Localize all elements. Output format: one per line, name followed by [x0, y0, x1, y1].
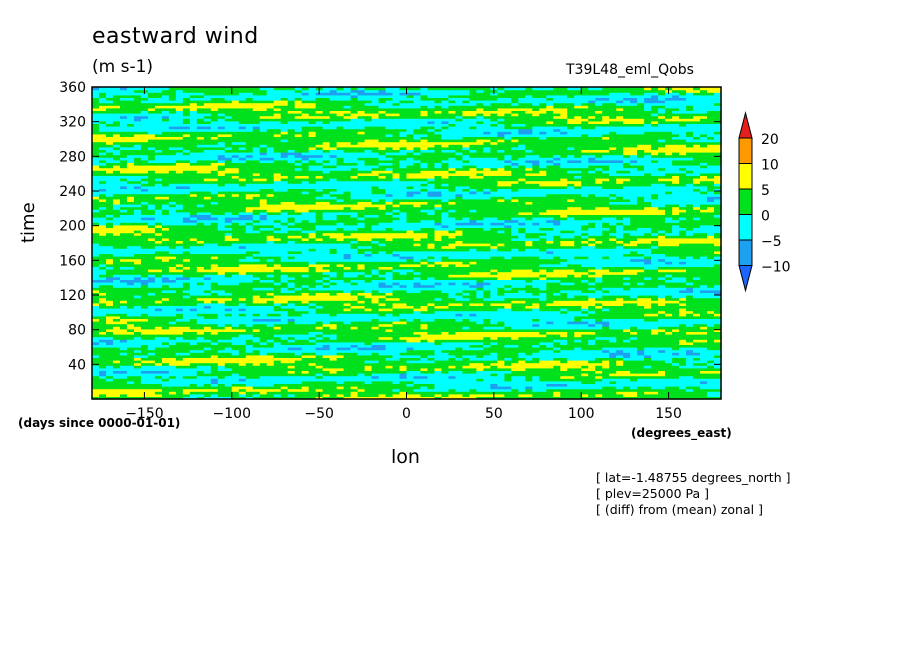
x-tick-label: 100 [568, 406, 595, 422]
colorbar-extend-min [738, 265, 753, 293]
colorbar-label: 20 [761, 132, 779, 148]
note-difference: [ (diff) from (mean) zonal ] [596, 502, 763, 517]
chart-title: eastward wind [92, 24, 259, 49]
x-tick-label: 0 [402, 406, 411, 422]
colorbar-segment [738, 163, 753, 190]
y-tick-label: 280 [59, 149, 86, 165]
colorbar-segment [738, 214, 753, 241]
x-tick-label: −150 [125, 406, 163, 422]
colorbar-segment [738, 188, 753, 215]
colorbar-segment [738, 239, 753, 266]
x-axis-units: (degrees_east) [631, 426, 732, 440]
y-tick-label: 200 [59, 219, 86, 235]
colorbar-label: 10 [761, 158, 779, 174]
x-tick-label: −50 [304, 406, 334, 422]
y-tick-label: 320 [59, 115, 86, 131]
y-axis-units: (days since 0000-01-01) [18, 416, 181, 430]
colorbar-label: 5 [761, 183, 770, 199]
colorbar-extend-max [738, 111, 753, 139]
heatmap-field [92, 87, 722, 400]
colorbar-label: −10 [761, 260, 791, 276]
y-tick-label: 160 [59, 253, 86, 269]
chart-subtitle: (m s-1) [92, 57, 154, 77]
y-tick-label: 40 [68, 357, 86, 373]
colorbar-segment [738, 137, 753, 164]
x-tick-label: 150 [655, 406, 682, 422]
run-label: T39L48_eml_Qobs [566, 62, 694, 78]
note-latitude: [ lat=-1.48755 degrees_north ] [596, 470, 791, 485]
x-tick-label: 50 [485, 406, 503, 422]
y-tick-label: 240 [59, 184, 86, 200]
x-axis-label: lon [391, 446, 420, 468]
note-pressure-level: [ plev=25000 Pa ] [596, 486, 710, 501]
y-tick-label: 120 [59, 288, 86, 304]
x-tick-label: −100 [213, 406, 251, 422]
colorbar-label: 0 [761, 209, 770, 225]
y-tick-label: 80 [68, 323, 86, 339]
y-tick-label: 360 [59, 80, 86, 96]
colorbar-label: −5 [761, 234, 782, 250]
